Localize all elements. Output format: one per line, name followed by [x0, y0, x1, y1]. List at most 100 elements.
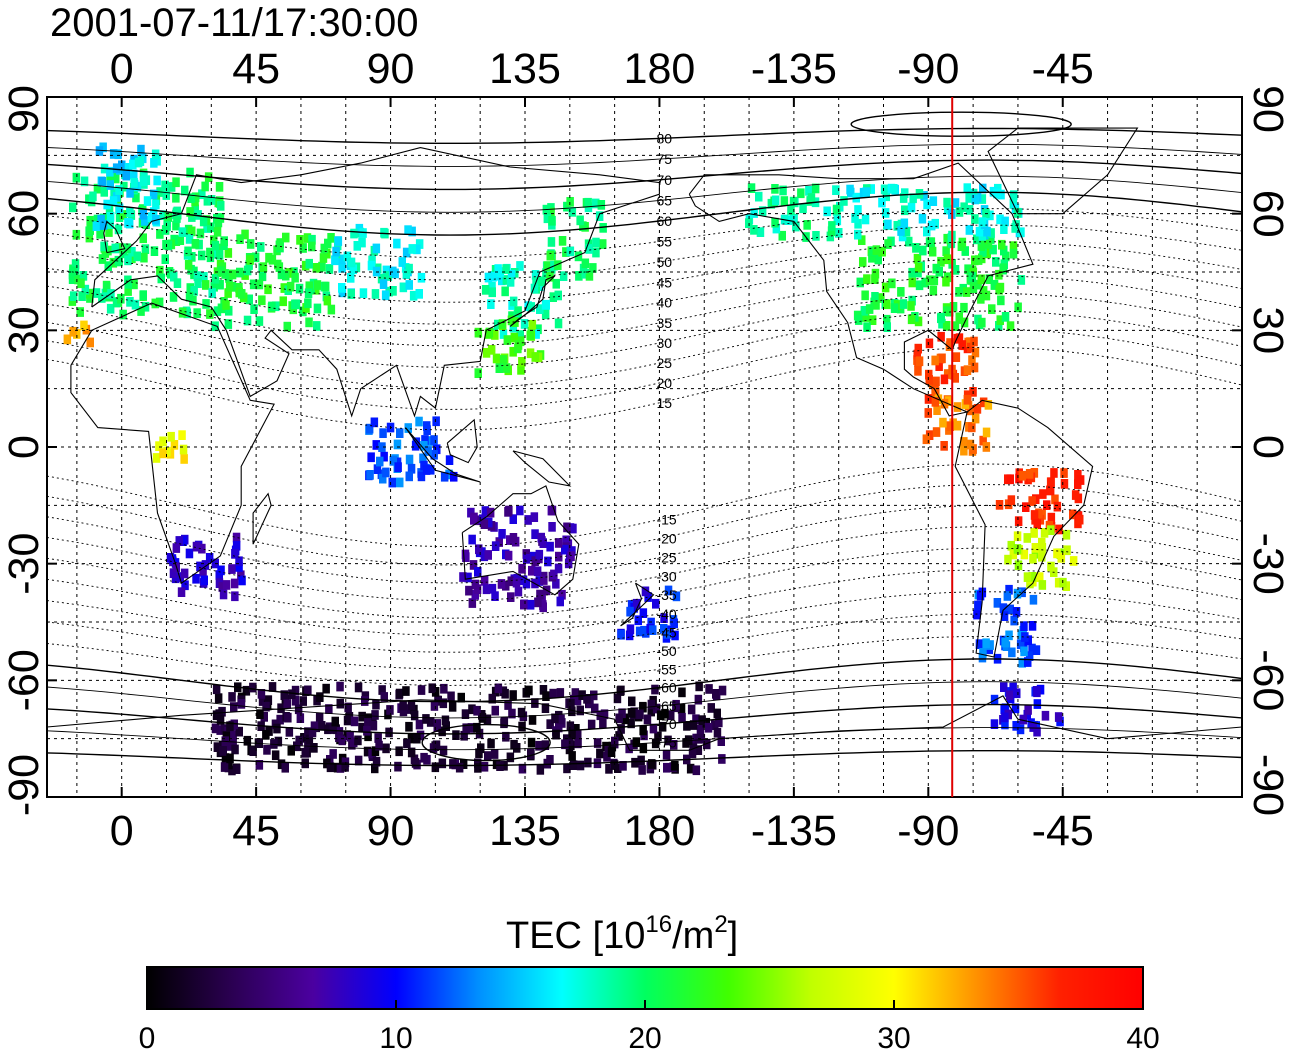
tec-pixel — [363, 725, 371, 736]
tec-pixel — [471, 590, 479, 600]
tec-pixel — [877, 293, 885, 303]
tec-pixel — [95, 146, 104, 156]
tec-pixel — [1050, 468, 1058, 478]
tec-pixel — [1016, 724, 1025, 735]
tec-pixel — [960, 302, 968, 313]
tec-pixel — [334, 236, 343, 246]
right-lat-label: -90 — [1244, 754, 1292, 816]
tec-pixel — [177, 587, 186, 597]
tec-pixel — [477, 743, 485, 754]
tec-pixel — [318, 261, 326, 272]
tec-pixel — [468, 598, 477, 608]
tec-pixel — [157, 273, 165, 284]
tec-pixel — [1043, 500, 1051, 510]
tec-pixel — [389, 456, 397, 466]
tec-pixel — [1047, 512, 1056, 523]
tec-pixel — [482, 584, 491, 595]
tec-pixel — [997, 295, 1005, 306]
tec-pixel — [1005, 584, 1013, 595]
tec-pixel — [341, 762, 349, 772]
tec-pixel — [951, 198, 960, 208]
tec-pixel — [104, 261, 112, 271]
tec-pixel — [282, 232, 290, 243]
tec-pixel — [445, 455, 454, 465]
tec-pixel — [171, 573, 180, 584]
tec-pixel — [190, 286, 198, 296]
tec-pixel — [382, 467, 390, 478]
tec-pixel — [245, 260, 253, 270]
tec-pixel — [978, 317, 986, 328]
tec-pixel — [482, 348, 491, 358]
tec-pixel — [428, 683, 436, 694]
tec-pixel — [141, 244, 150, 254]
tec-pixel — [548, 505, 557, 516]
tec-pixel — [592, 247, 600, 258]
tec-pixel — [350, 228, 358, 239]
tec-pixel — [225, 759, 233, 770]
tec-pixel — [932, 427, 941, 437]
tec-pixel — [191, 239, 200, 249]
tec-pixel — [200, 272, 208, 282]
tec-pixel — [407, 463, 416, 474]
tec-pixel — [575, 271, 583, 281]
tec-pixel — [554, 290, 562, 301]
tec-pixel — [313, 321, 321, 331]
tec-pixel — [178, 430, 186, 440]
tec-pixel — [1071, 490, 1080, 500]
tec-pixel — [555, 551, 563, 562]
tec-pixel — [888, 278, 896, 289]
tec-pixel — [216, 279, 224, 290]
tec-pixel — [584, 757, 592, 768]
tec-pixel — [212, 684, 221, 695]
tec-pixel — [286, 281, 295, 292]
magnetic-latitude-contour — [47, 484, 1242, 566]
tec-pixel — [554, 318, 563, 329]
tec-pixel — [898, 231, 907, 242]
tec-pixel — [489, 271, 497, 282]
tec-pixel — [546, 541, 554, 552]
tec-pixel — [117, 293, 125, 304]
colorbar-tick-label: 40 — [1126, 1022, 1159, 1055]
tec-pixel — [897, 287, 905, 297]
tec-pixel — [660, 613, 668, 623]
tec-pixel — [480, 519, 489, 529]
tec-pixel — [224, 248, 233, 258]
tec-pixel — [186, 283, 194, 293]
tec-pixel — [128, 253, 136, 264]
tec-pixel — [914, 343, 922, 354]
tec-pixel — [518, 563, 526, 574]
tec-pixel — [380, 692, 388, 702]
tec-pixel — [713, 708, 721, 719]
tec-pixel — [1006, 474, 1014, 485]
tec-pixel — [634, 615, 642, 626]
tec-pixel — [661, 708, 669, 719]
tec-pixel — [909, 193, 917, 204]
tec-pixel — [627, 718, 635, 729]
tec-pixel — [975, 226, 984, 237]
tec-pixel — [1000, 704, 1008, 715]
tec-pixel — [465, 585, 473, 596]
tec-pixel — [243, 735, 252, 746]
tec-pixel — [518, 721, 526, 732]
tec-pixel — [236, 234, 244, 244]
tec-pixel — [872, 300, 880, 310]
tec-pixel — [448, 702, 457, 712]
tec-pixel — [1009, 248, 1018, 259]
contour-label: -55 — [656, 661, 676, 677]
tec-pixel — [235, 562, 243, 572]
tec-pixel — [1011, 703, 1020, 714]
tec-pixel — [563, 522, 571, 533]
tec-pixel — [514, 586, 523, 597]
tec-pixel — [184, 246, 192, 257]
tec-pixel — [415, 289, 423, 299]
tec-pixel — [371, 289, 380, 299]
tec-pixel — [359, 288, 368, 298]
tec-pixel — [442, 721, 450, 731]
tec-pixel — [421, 435, 429, 445]
tec-pixel — [69, 326, 77, 337]
tec-pixel — [430, 701, 439, 711]
tec-pixel — [1025, 651, 1034, 661]
tec-pixel — [704, 722, 713, 733]
coastline — [70, 302, 275, 584]
tec-pixel — [1047, 561, 1055, 572]
